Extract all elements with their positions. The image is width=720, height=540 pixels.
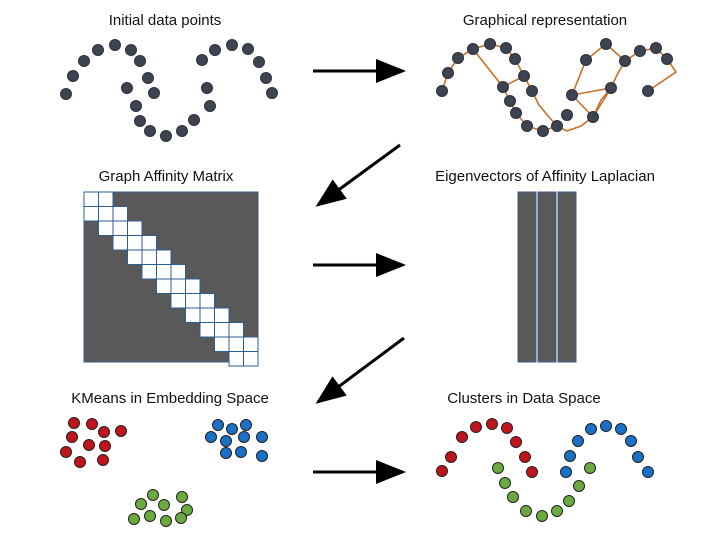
matrix-cell (141, 249, 157, 265)
arrow-down-left-icon (315, 336, 405, 404)
matrix-cell (127, 249, 143, 265)
matrix-cell (83, 191, 99, 207)
matrix-cell (243, 336, 259, 352)
matrix-cell (127, 220, 143, 236)
matrix-cell (243, 351, 259, 367)
eigenvector-bars (517, 191, 577, 363)
embedding-cluster-blue (205, 419, 268, 462)
matrix-cell (214, 336, 230, 352)
matrix-cell (199, 293, 215, 309)
matrix-cell (141, 264, 157, 280)
data-cluster-green (492, 462, 596, 522)
matrix-diagonal-cells (83, 191, 259, 367)
title-graph-affinity-matrix: Graph Affinity Matrix (98, 168, 234, 185)
matrix-cell (214, 307, 230, 323)
matrix-cell (98, 220, 114, 236)
data-cluster-red (436, 418, 538, 478)
matrix-cell (141, 235, 157, 251)
matrix-cell (127, 235, 143, 251)
matrix-cell (98, 191, 114, 207)
matrix-cell (185, 293, 201, 309)
matrix-cell (156, 264, 172, 280)
embedding-cluster-red (60, 417, 127, 468)
data-cluster-blue (560, 420, 654, 478)
title-kmeans-embedding: KMeans in Embedding Space (71, 390, 269, 407)
initial-points (60, 39, 278, 142)
matrix-cell (228, 322, 244, 338)
matrix-cell (112, 220, 128, 236)
matrix-cell (156, 249, 172, 265)
arrow-down-left-icon (315, 143, 401, 207)
matrix-cell (170, 278, 186, 294)
graph-edges (441, 43, 678, 132)
matrix-cell (156, 278, 172, 294)
title-eigenvectors: Eigenvectors of Affinity Laplacian (435, 168, 655, 185)
matrix-cell (199, 322, 215, 338)
matrix-cell (228, 336, 244, 352)
matrix-cell (170, 293, 186, 309)
matrix-cell (185, 307, 201, 323)
title-initial-data-points: Initial data points (108, 12, 222, 29)
affinity-matrix (83, 191, 259, 367)
matrix-cell (112, 206, 128, 222)
embedding-cluster-green (128, 489, 193, 527)
matrix-cell (83, 206, 99, 222)
title-clusters-data-space: Clusters in Data Space (447, 390, 601, 407)
matrix-cell (228, 351, 244, 367)
matrix-cell (214, 322, 230, 338)
title-graphical-representation: Graphical representation (462, 12, 628, 29)
graph-nodes (436, 38, 673, 137)
matrix-cell (199, 307, 215, 323)
matrix-cell (98, 206, 114, 222)
matrix-cell (112, 235, 128, 251)
matrix-cell (170, 264, 186, 280)
matrix-cell (185, 278, 201, 294)
